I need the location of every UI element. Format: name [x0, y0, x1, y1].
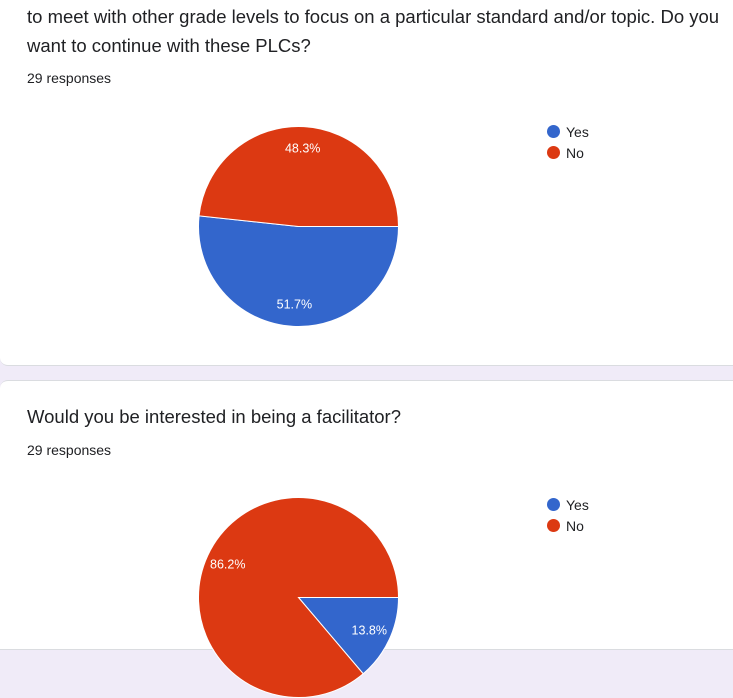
legend-label: Yes	[566, 123, 589, 140]
chart-legend: Yes No	[547, 121, 589, 163]
legend-label: No	[566, 517, 584, 534]
question-title-line: Would you be interested in being a facil…	[27, 406, 402, 427]
legend-item-no[interactable]: No	[547, 142, 589, 163]
legend-swatch-yes	[547, 125, 560, 138]
legend-label: Yes	[566, 496, 589, 513]
response-count: 29 responses	[27, 70, 112, 86]
pie-label-no: 86.2%	[210, 558, 245, 572]
question-card-facilitator: Would you be interested in being a facil…	[0, 380, 733, 698]
pie-label-yes: 13.8%	[352, 623, 387, 637]
pie-chart[interactable]: 13.8% 86.2%	[198, 497, 400, 698]
chart-legend: Yes No	[547, 494, 589, 536]
pie-slice-no[interactable]	[198, 126, 400, 227]
legend-item-no[interactable]: No	[547, 515, 589, 536]
response-count: 29 responses	[27, 442, 112, 458]
legend-swatch-yes	[547, 498, 560, 511]
question-title-line: want to continue with these PLCs?	[27, 35, 311, 56]
pie-label-yes: 51.7%	[277, 297, 312, 311]
question-title: Would you be interested in being a facil…	[27, 402, 732, 431]
question-card-plcs: to meet with other grade levels to focus…	[0, 0, 733, 366]
question-title-line: to meet with other grade levels to focus…	[27, 6, 720, 27]
pie-label-no: 48.3%	[285, 142, 320, 156]
legend-item-yes[interactable]: Yes	[547, 494, 589, 515]
legend-item-yes[interactable]: Yes	[547, 121, 589, 142]
question-title: to meet with other grade levels to focus…	[27, 2, 732, 60]
pie-chart[interactable]: 51.7% 48.3%	[198, 126, 400, 327]
pie-slice-yes[interactable]	[198, 215, 400, 327]
legend-swatch-no	[547, 519, 560, 532]
legend-label: No	[566, 144, 584, 161]
legend-swatch-no	[547, 146, 560, 159]
